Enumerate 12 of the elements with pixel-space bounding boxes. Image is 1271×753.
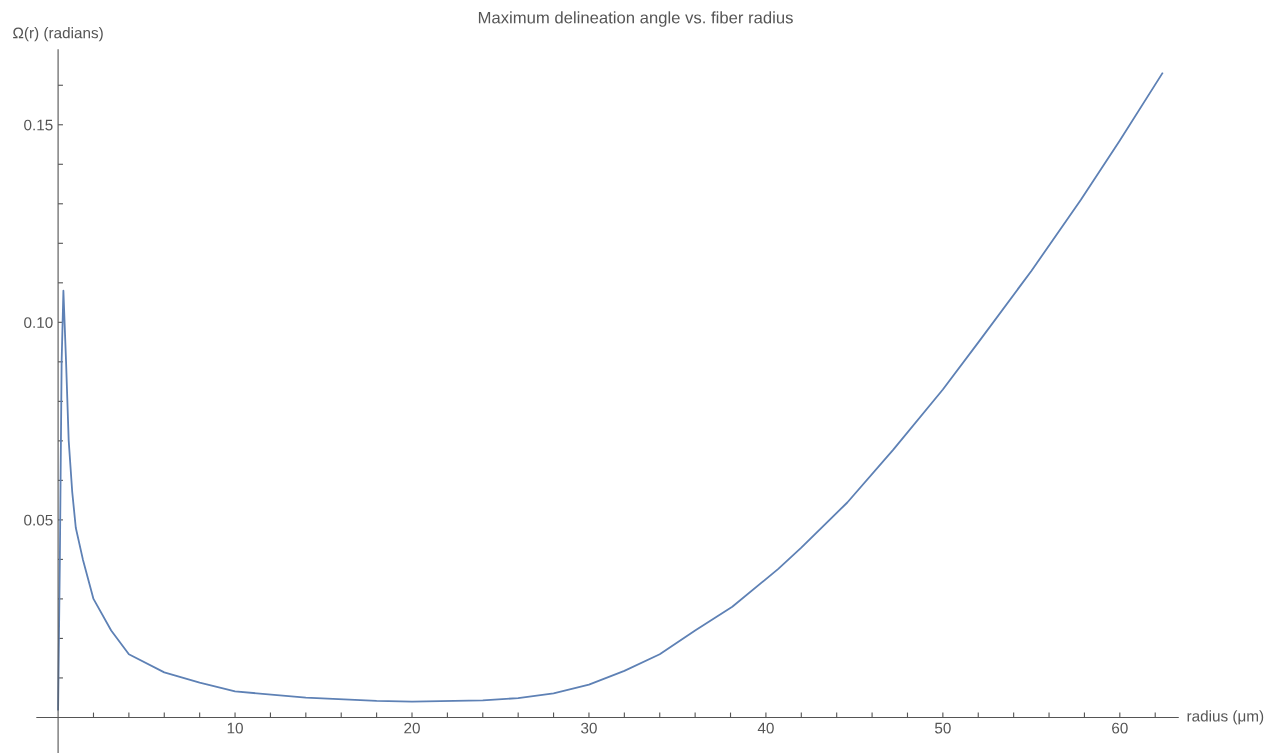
x-tick-label: 40: [757, 722, 774, 734]
y-axis-title: Ω(r) (radians): [13, 27, 103, 42]
x-tick-label: 10: [227, 722, 243, 734]
y-tick-label: 0.15: [24, 119, 53, 131]
x-tick-label: 50: [934, 722, 951, 734]
x-axis-title: radius (μm): [1187, 710, 1264, 725]
y-tick-label: 0.10: [24, 317, 53, 329]
x-tick-label: 30: [581, 722, 597, 734]
y-tick-label: 0.05: [24, 514, 53, 526]
x-tick-label: 60: [1112, 722, 1128, 734]
x-tick-label: 20: [404, 722, 420, 734]
chart-title: Maximum delineation angle vs. fiber radius: [478, 11, 793, 27]
